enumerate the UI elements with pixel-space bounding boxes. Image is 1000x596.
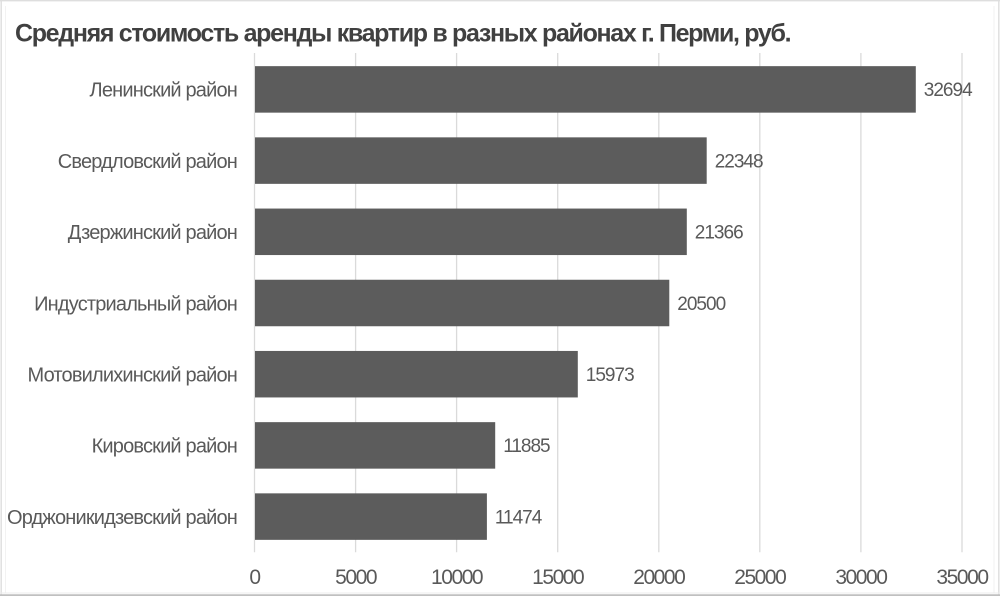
svg-text:Мотовилихинский район: Мотовилихинский район <box>28 365 238 387</box>
svg-text:Орджоникидзевский район: Орджоникидзевский район <box>7 507 237 529</box>
svg-text:35000: 35000 <box>936 566 988 589</box>
svg-text:20000: 20000 <box>633 566 685 589</box>
svg-text:5000: 5000 <box>335 566 377 589</box>
svg-text:10000: 10000 <box>431 566 483 589</box>
svg-text:25000: 25000 <box>734 566 786 589</box>
svg-text:32694: 32694 <box>924 80 973 101</box>
svg-text:0: 0 <box>249 566 260 589</box>
svg-text:15000: 15000 <box>532 566 584 589</box>
svg-text:21366: 21366 <box>695 223 743 244</box>
svg-text:30000: 30000 <box>835 566 887 589</box>
svg-text:Кировский район: Кировский район <box>92 436 237 458</box>
svg-text:Дзержинский район: Дзержинский район <box>68 222 237 244</box>
svg-text:Средняя стоимость аренды кварт: Средняя стоимость аренды квартир в разны… <box>15 20 791 48</box>
svg-text:11885: 11885 <box>503 436 550 457</box>
svg-text:15973: 15973 <box>586 365 634 386</box>
svg-text:Свердловский район: Свердловский район <box>58 151 237 173</box>
svg-text:22348: 22348 <box>715 151 763 172</box>
svg-text:20500: 20500 <box>677 294 725 315</box>
svg-text:Ленинский район: Ленинский район <box>90 80 237 102</box>
svg-text:Индустриальный район: Индустриальный район <box>34 293 237 315</box>
svg-text:11474: 11474 <box>495 507 543 528</box>
